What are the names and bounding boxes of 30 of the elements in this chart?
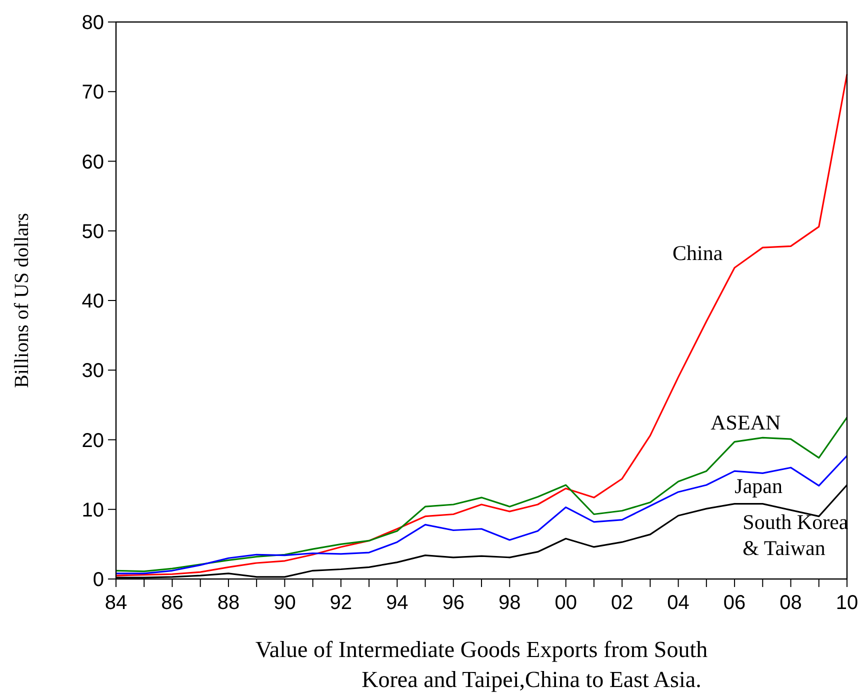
y-axis-title: Billions of US dollars [11,212,33,388]
y-tick-label: 20 [82,430,104,452]
x-tick-label: 02 [610,592,634,614]
x-tick-label: 88 [217,592,240,614]
y-tick-label: 70 [82,82,104,104]
y-tick-label: 80 [82,12,104,34]
x-tick-label: 94 [386,592,408,614]
x-tick-label: 98 [498,592,521,614]
line-series [115,454,848,574]
x-tick-label: 04 [667,592,690,614]
y-tick-label: 10 [82,499,104,522]
x-tick-label: 08 [780,592,802,614]
x-tick-label: 84 [104,592,128,614]
series-label: China [672,240,724,265]
x-tick-label: 06 [723,592,746,614]
x-tick-label: 92 [330,592,352,614]
y-tick-label: 60 [82,151,104,174]
y-tick-label: 30 [82,360,104,382]
x-tick-label: 90 [274,592,296,614]
x-axis-title: Value of Intermediate Goods Exports from South Korea and Taipei,China to East Asia. [255,637,708,692]
line-series [115,416,848,572]
x-tick-label: 96 [442,592,465,614]
x-tick-label: 00 [554,592,577,614]
series-label: ASEAN [710,410,781,435]
y-tick-label: 40 [82,290,104,312]
x-tick-label: 86 [161,592,184,614]
y-tick-label: 50 [82,220,104,243]
y-tick-label: 0 [92,569,104,591]
series-label: Japan [734,474,783,498]
x-tick-label: 10 [836,592,858,614]
